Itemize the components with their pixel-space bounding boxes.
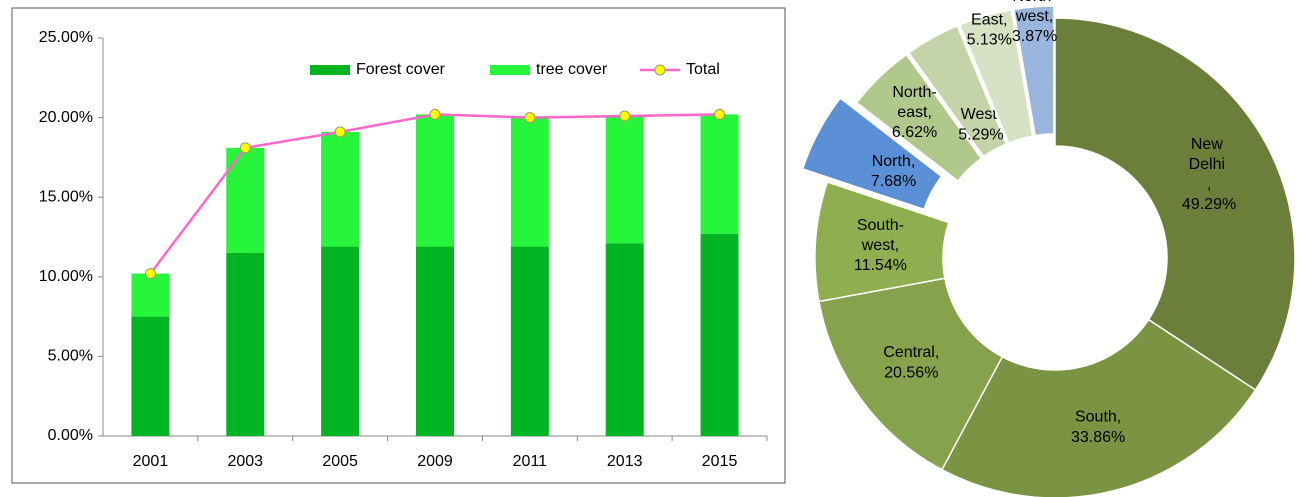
bar	[605, 243, 644, 436]
slice-value: 7.68%	[871, 173, 916, 190]
bar	[226, 252, 265, 436]
donut-slice	[818, 277, 1004, 471]
slice-value: 5.29%	[958, 126, 1003, 143]
bar	[510, 117, 549, 247]
legend-marker	[654, 64, 666, 76]
slice-value: 3.87%	[1012, 28, 1057, 45]
donut-slice	[907, 24, 1008, 158]
slice-value: 5.13%	[967, 32, 1012, 49]
slice-value: 11.54%	[854, 257, 907, 274]
y-tick-label: 15.00%	[39, 188, 93, 205]
chart-frame	[11, 7, 786, 484]
donut-slice	[940, 318, 1257, 497]
total-marker	[144, 268, 156, 280]
y-tick-label: 20.00%	[39, 109, 93, 126]
x-tick-label: 2003	[227, 453, 263, 470]
y-tick-label: 0.00%	[48, 427, 93, 444]
x-tick-label: 2005	[322, 453, 358, 470]
bar	[700, 233, 739, 436]
x-tick-label: 2015	[702, 453, 738, 470]
legend-swatch	[490, 65, 530, 75]
donut-slice	[1012, 5, 1055, 137]
x-tick-label: 2001	[133, 453, 169, 470]
slice-value: 6.62%	[892, 124, 937, 141]
y-tick-label: 25.00%	[39, 29, 93, 46]
slice-label: South,	[1075, 409, 1121, 426]
bar	[416, 246, 454, 436]
bar	[131, 273, 170, 317]
donut-slice	[801, 97, 943, 211]
x-tick-label: 2011	[513, 453, 548, 470]
y-tick-label: 10.00%	[39, 268, 93, 285]
y-tick-label: 5.00%	[48, 348, 93, 365]
total-marker	[334, 126, 346, 138]
donut-slice	[1054, 17, 1296, 392]
bar	[416, 114, 454, 247]
bar	[321, 131, 360, 247]
slice-label: Central,	[883, 344, 939, 361]
slice-label: East,	[971, 12, 1007, 29]
bar	[510, 246, 549, 436]
total-marker	[524, 112, 536, 124]
total-marker	[619, 110, 631, 122]
legend-label: Forest cover	[356, 61, 446, 78]
bar	[321, 246, 360, 436]
slice-label: New Delhi ,	[1189, 136, 1230, 193]
legend-swatch	[310, 65, 350, 75]
legend-label: Total	[686, 61, 720, 78]
slice-value: 33.86%	[1071, 429, 1125, 446]
donut-slice	[958, 9, 1034, 144]
total-marker	[429, 108, 441, 120]
legend-label: tree cover	[536, 61, 608, 78]
donut-slice	[814, 181, 950, 303]
x-tick-label: 2013	[607, 453, 643, 470]
slice-value: 20.56%	[884, 364, 938, 381]
donut-slice	[855, 53, 983, 182]
slice-label: South-west,	[857, 217, 904, 254]
x-tick-label: 2009	[417, 453, 453, 470]
slice-label: North-east,	[892, 84, 936, 121]
total-marker	[714, 108, 726, 120]
total-marker	[239, 142, 251, 154]
bar	[131, 316, 170, 436]
bar	[700, 114, 739, 234]
slice-label: North-west,	[1012, 0, 1056, 25]
slice-label: North,	[872, 153, 916, 170]
slice-value: 49.29%	[1182, 196, 1236, 213]
slice-label: West,	[961, 106, 1002, 123]
bar	[605, 116, 644, 244]
